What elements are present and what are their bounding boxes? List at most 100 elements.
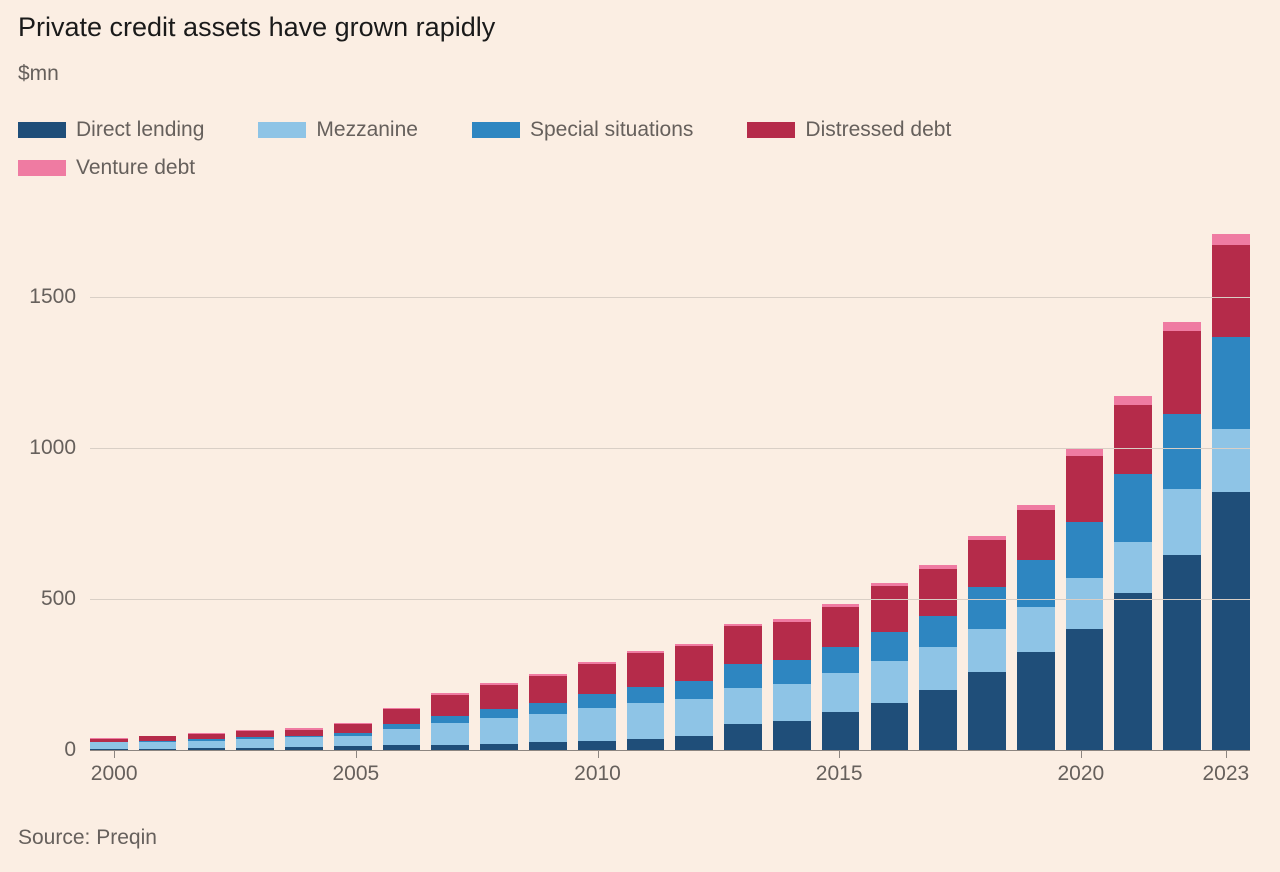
bar-segment-special-situations bbox=[968, 587, 1006, 629]
bar-segment-distressed-debt bbox=[822, 607, 860, 648]
x-axis-label: 2023 bbox=[1202, 762, 1249, 786]
bar-segment-direct-lending bbox=[968, 672, 1006, 750]
bar-segment-mezzanine bbox=[822, 673, 860, 712]
bar-segment-direct-lending bbox=[578, 741, 616, 750]
y-axis-label: 1000 bbox=[6, 436, 76, 460]
bar bbox=[188, 733, 226, 750]
bar-segment-mezzanine bbox=[724, 688, 762, 724]
x-axis: 200020052010201520202023 bbox=[90, 750, 1250, 800]
bar-segment-mezzanine bbox=[919, 647, 957, 689]
legend-swatch bbox=[18, 160, 66, 176]
legend-swatch bbox=[747, 122, 795, 138]
bar-segment-mezzanine bbox=[480, 718, 518, 744]
bar-segment-mezzanine bbox=[1066, 578, 1104, 629]
bar-segment-direct-lending bbox=[822, 712, 860, 750]
bar bbox=[1163, 322, 1201, 750]
bar-segment-mezzanine bbox=[529, 714, 567, 743]
bar-segment-mezzanine bbox=[431, 723, 469, 744]
bar-segment-direct-lending bbox=[919, 690, 957, 750]
gridline bbox=[90, 599, 1250, 600]
bar-segment-special-situations bbox=[822, 647, 860, 673]
bar-segment-direct-lending bbox=[529, 742, 567, 750]
bar-segment-distressed-debt bbox=[529, 676, 567, 703]
x-axis-label: 2000 bbox=[91, 762, 138, 786]
chart-source: Source: Preqin bbox=[18, 826, 157, 850]
bar-segment-distressed-debt bbox=[431, 695, 469, 716]
bar-segment-distressed-debt bbox=[1114, 405, 1152, 474]
bar-segment-venture-debt bbox=[1066, 448, 1104, 456]
bar-segment-mezzanine bbox=[334, 736, 372, 747]
bar-segment-venture-debt bbox=[1114, 396, 1152, 405]
bars-container bbox=[90, 222, 1250, 750]
bar-segment-distressed-debt bbox=[627, 653, 665, 686]
bar bbox=[431, 693, 469, 750]
bar-segment-distressed-debt bbox=[675, 646, 713, 681]
bar-segment-mezzanine bbox=[578, 708, 616, 741]
x-axis-tick bbox=[598, 750, 599, 758]
bar-segment-mezzanine bbox=[871, 661, 909, 703]
legend-label: Venture debt bbox=[76, 156, 195, 180]
bar bbox=[285, 728, 323, 750]
bar-segment-distressed-debt bbox=[968, 540, 1006, 587]
x-axis-label: 2005 bbox=[332, 762, 379, 786]
bar-segment-distressed-debt bbox=[383, 709, 421, 724]
gridline bbox=[90, 297, 1250, 298]
bar-segment-distressed-debt bbox=[1163, 331, 1201, 414]
bar-segment-mezzanine bbox=[1114, 542, 1152, 593]
bar-segment-distressed-debt bbox=[773, 622, 811, 660]
bar-segment-distressed-debt bbox=[919, 569, 957, 616]
bar bbox=[919, 565, 957, 750]
bar bbox=[1017, 505, 1055, 750]
bar-segment-mezzanine bbox=[627, 703, 665, 739]
bar-segment-mezzanine bbox=[236, 739, 274, 748]
bar-segment-direct-lending bbox=[1017, 652, 1055, 750]
bar-segment-special-situations bbox=[431, 716, 469, 724]
chart-title: Private credit assets have grown rapidly bbox=[18, 12, 495, 43]
bar-segment-special-situations bbox=[578, 694, 616, 708]
bar-segment-distressed-debt bbox=[334, 724, 372, 733]
legend-item: Direct lending bbox=[18, 118, 204, 142]
legend-item: Distressed debt bbox=[747, 118, 951, 142]
bar-segment-distressed-debt bbox=[1066, 456, 1104, 522]
bar bbox=[480, 683, 518, 750]
bar-segment-special-situations bbox=[675, 681, 713, 699]
bar-segment-mezzanine bbox=[968, 629, 1006, 671]
bar-segment-mezzanine bbox=[1163, 489, 1201, 555]
bar bbox=[334, 723, 372, 750]
bar bbox=[236, 730, 274, 750]
bar-segment-distressed-debt bbox=[871, 586, 909, 633]
bar bbox=[675, 644, 713, 750]
legend-item: Special situations bbox=[472, 118, 693, 142]
bar-segment-mezzanine bbox=[139, 742, 177, 749]
legend-label: Distressed debt bbox=[805, 118, 951, 142]
bar-segment-direct-lending bbox=[871, 703, 909, 750]
y-axis-label: 1500 bbox=[6, 285, 76, 309]
bar-segment-special-situations bbox=[724, 664, 762, 688]
bar-segment-special-situations bbox=[529, 703, 567, 714]
bar-segment-special-situations bbox=[871, 632, 909, 661]
bar-segment-direct-lending bbox=[675, 736, 713, 750]
legend-item: Mezzanine bbox=[258, 118, 418, 142]
bar-segment-mezzanine bbox=[188, 741, 226, 749]
y-axis-label: 0 bbox=[6, 738, 76, 762]
bar bbox=[822, 604, 860, 750]
x-axis-tick bbox=[356, 750, 357, 758]
x-axis-tick bbox=[114, 750, 115, 758]
x-axis-tick bbox=[1081, 750, 1082, 758]
gridline bbox=[90, 448, 1250, 449]
bar-segment-distressed-debt bbox=[1212, 245, 1250, 337]
bar bbox=[968, 536, 1006, 750]
x-axis-label: 2010 bbox=[574, 762, 621, 786]
bar bbox=[90, 738, 128, 750]
legend-label: Special situations bbox=[530, 118, 693, 142]
bar-segment-special-situations bbox=[773, 660, 811, 684]
x-axis-label: 2020 bbox=[1057, 762, 1104, 786]
bar-segment-special-situations bbox=[627, 687, 665, 704]
bar-segment-mezzanine bbox=[285, 737, 323, 747]
bar-segment-distressed-debt bbox=[1017, 510, 1055, 560]
chart-subtitle: $mn bbox=[18, 62, 59, 86]
bar bbox=[139, 736, 177, 750]
bar bbox=[1212, 234, 1250, 750]
bar-segment-mezzanine bbox=[1212, 429, 1250, 492]
bar-segment-direct-lending bbox=[1212, 492, 1250, 750]
